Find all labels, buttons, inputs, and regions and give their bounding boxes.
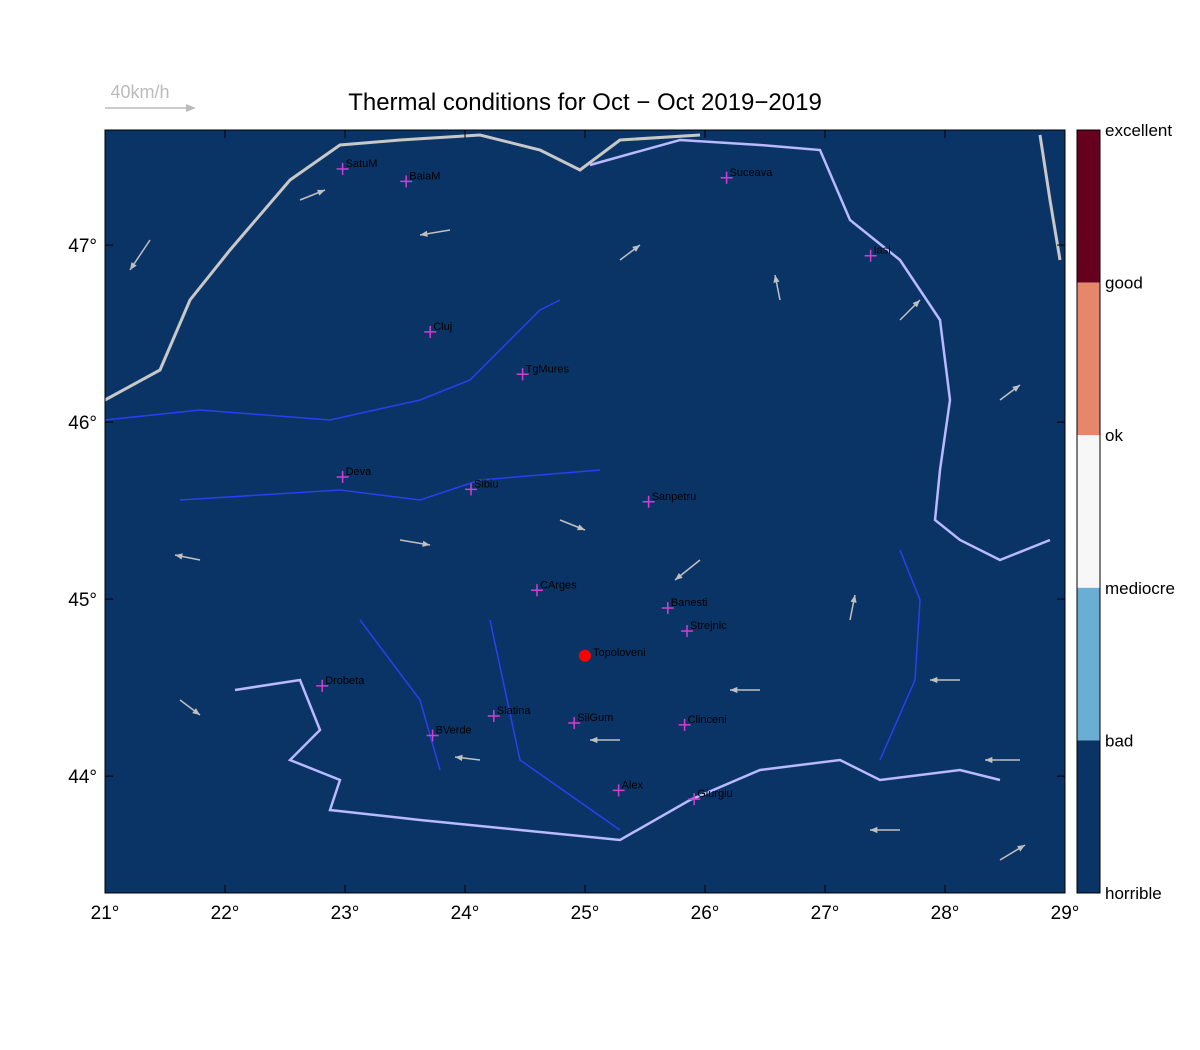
colorbar-label: excellent: [1105, 121, 1172, 140]
y-tick-label: 44°: [68, 767, 97, 788]
wind-arrow-head: [930, 676, 938, 684]
city-label: CArges: [540, 579, 577, 591]
wind-arrow-head: [730, 686, 738, 694]
city-label: BVerde: [436, 724, 472, 736]
colorbar-frame: [1076, 129, 1101, 894]
wind-arrow-head: [192, 708, 200, 715]
city-label: Giurgiu: [697, 788, 732, 800]
x-tick-label: 25°: [571, 903, 600, 924]
colorbar-segment: [1077, 435, 1100, 588]
wind-arrow-head: [175, 553, 183, 560]
city-marker: [400, 175, 413, 188]
colorbar-label: mediocre: [1105, 579, 1175, 598]
city-marker: [864, 249, 877, 262]
city-label: BaiaM: [409, 170, 440, 182]
city-marker: [531, 584, 543, 597]
city-label: Clinceni: [688, 714, 727, 726]
city-marker: [336, 162, 349, 175]
city-marker: [612, 784, 625, 797]
city-marker: [681, 624, 693, 637]
city-label: SilGum: [577, 712, 613, 724]
x-tick-label: 22°: [211, 903, 240, 924]
city-label: Banesti: [671, 597, 708, 609]
y-tick-label: 47°: [68, 236, 97, 257]
colorbar-segment: [1077, 740, 1100, 893]
city-marker: [568, 717, 581, 730]
colorbar-label: ok: [1105, 426, 1123, 445]
city-marker: [678, 718, 691, 731]
x-tick-label: 26°: [691, 903, 720, 924]
colorbar-segment: [1077, 130, 1100, 283]
city-marker: [336, 470, 349, 483]
colorbar-label: horrible: [1105, 884, 1162, 903]
city-label: Sanpetru: [652, 491, 697, 503]
wind-arrow-head: [632, 245, 640, 252]
city-label: Iasi: [874, 245, 891, 257]
wind-arrow-head: [870, 826, 878, 834]
city-label: SatuM: [346, 158, 378, 170]
rivers: [104, 299, 921, 831]
map: 21° 22° 23° 24° 25° 26° 27° 28° 29° 44° 45° 46° 47° S…: [68, 129, 1080, 924]
city-marker: [487, 709, 500, 722]
wind-arrow-head: [317, 189, 325, 196]
x-tick-label: 24°: [451, 903, 480, 924]
city-label: Slatina: [497, 705, 532, 717]
city-label: Sibiu: [474, 478, 498, 490]
colorbar-segment: [1077, 587, 1100, 741]
wind-arrow-head: [912, 300, 920, 308]
city-label: Alex: [622, 779, 644, 791]
y-tick-label: 46°: [68, 413, 97, 434]
x-tick-label: 28°: [931, 903, 960, 924]
wind-arrow-head: [1012, 385, 1020, 392]
city-label: Strejnic: [690, 620, 727, 632]
colorbar-label: good: [1105, 274, 1143, 293]
location-label: Topoloveni: [593, 647, 646, 659]
wind-arrow-head: [675, 572, 683, 580]
city-marker: [661, 601, 674, 614]
x-tick-label: 23°: [331, 903, 360, 924]
city-marker: [465, 483, 477, 496]
wind-arrow-head: [590, 736, 598, 744]
city-marker: [516, 368, 529, 381]
city-marker: [642, 495, 655, 508]
wind-arrow-head: [455, 754, 463, 761]
city-marker: [426, 729, 439, 742]
country-border: [104, 133, 1062, 402]
location-marker: [579, 649, 591, 662]
city-label: TgMures: [526, 363, 570, 375]
x-tick-label: 21°: [91, 903, 120, 924]
wind-arrow-head: [130, 262, 137, 270]
map-title: Thermal conditions for Oct − Oct 2019−20…: [348, 89, 822, 116]
city-marker: [720, 171, 733, 184]
city-marker: [688, 793, 701, 806]
y-tick-label: 45°: [68, 590, 97, 611]
city-label: Drobeta: [325, 675, 365, 687]
x-tick-label: 27°: [811, 903, 840, 924]
colorbar-label: bad: [1105, 731, 1133, 750]
wind-arrow-head: [850, 595, 857, 603]
scale-label: 40km/h: [110, 82, 169, 102]
wind-arrow-head: [773, 275, 780, 283]
wind-arrow-head: [577, 524, 585, 531]
city-label: Cluj: [433, 321, 452, 333]
city-marker: [316, 679, 329, 692]
x-tick-label: 29°: [1051, 903, 1080, 924]
city-label: Deva: [346, 466, 373, 478]
colorbar: excellent good ok mediocre bad horrible: [1076, 121, 1175, 903]
wind-arrow-head: [420, 230, 428, 237]
wind-arrow-head: [985, 756, 993, 764]
wind-arrow-head: [422, 540, 430, 547]
scale-arrow-head: [186, 104, 196, 112]
wind-arrow-head: [1017, 845, 1025, 852]
city-label: Suceava: [730, 167, 774, 179]
city-marker: [424, 325, 437, 338]
map-background: [105, 130, 1065, 893]
romania-border: [234, 138, 1051, 842]
colorbar-segment: [1077, 282, 1100, 436]
